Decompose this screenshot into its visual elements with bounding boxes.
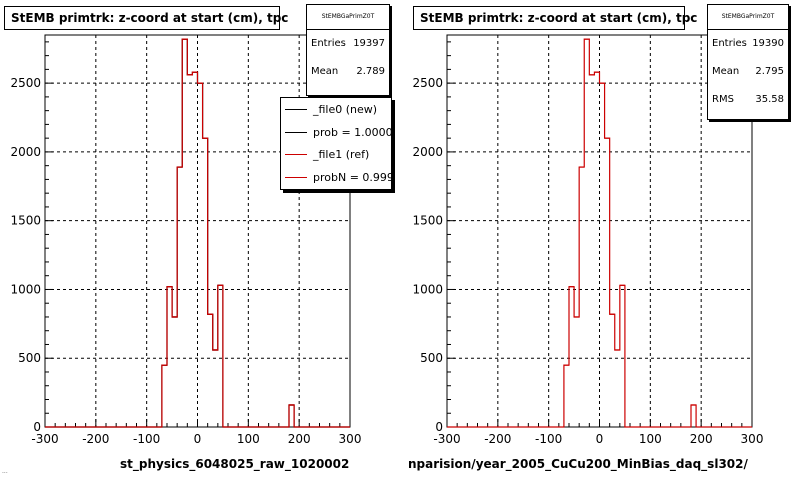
stats-row-entries: Entries 19390 xyxy=(708,30,788,58)
x-tick-label: 100 xyxy=(237,432,260,446)
stats-label: Mean xyxy=(712,66,740,77)
x-tick-label: 100 xyxy=(639,432,662,446)
stats-value: 35.58 xyxy=(755,94,784,105)
legend-line-swatch xyxy=(285,154,307,156)
x-tick-label: 200 xyxy=(690,432,713,446)
stats-name: StEMBGaPrimZ0T xyxy=(708,5,788,30)
file-label-right: nparision/year_2005_CuCu200_MinBias_daq_… xyxy=(408,457,748,471)
stats-name: StEMBGaPrimZ0T xyxy=(307,5,389,30)
y-tick-label: 1000 xyxy=(10,282,41,296)
legend-left: _file0 (new) prob = 1.000000 _file1 (ref… xyxy=(280,97,392,190)
legend-entry: probN = 0.999595 xyxy=(281,166,391,189)
file-label-left: st_physics_6048025_raw_1020002 xyxy=(120,457,350,471)
stats-value: 19390 xyxy=(752,38,784,49)
legend-label: prob = 1.000000 xyxy=(313,125,392,139)
plot-frame xyxy=(44,34,351,428)
chart-title-left: StEMB primtrk: z-coord at start (cm), tp… xyxy=(4,6,288,30)
x-tick-label: -100 xyxy=(535,432,562,446)
x-tick-label: 200 xyxy=(288,432,311,446)
stats-row-mean: Mean 2.789 xyxy=(307,58,389,86)
x-tick-label: -200 xyxy=(484,432,511,446)
x-tick-label: 0 xyxy=(194,432,202,446)
y-tick-label: 2500 xyxy=(412,76,443,90)
legend-label: _file0 (new) xyxy=(313,102,378,116)
x-tick-label: 300 xyxy=(741,432,764,446)
stats-label: Mean xyxy=(311,66,339,77)
histogram-series xyxy=(447,38,752,428)
x-tick-label: 0 xyxy=(596,432,604,446)
stats-label: Entries xyxy=(712,38,747,49)
x-tick-label: -100 xyxy=(133,432,160,446)
legend-line-swatch xyxy=(285,108,307,110)
x-tick-label: 300 xyxy=(339,432,362,446)
legend-line-swatch xyxy=(285,177,307,179)
y-tick-label: 500 xyxy=(420,351,443,365)
legend-entry: _file1 (ref) xyxy=(281,144,391,167)
x-tick-label: -300 xyxy=(433,432,460,446)
footnote: ... xyxy=(2,468,8,475)
y-tick-label: 2000 xyxy=(412,145,443,159)
legend-label: probN = 0.999595 xyxy=(313,171,391,185)
x-tick-label: -300 xyxy=(31,432,58,446)
y-tick-label: 2500 xyxy=(10,76,41,90)
stats-box-left: StEMBGaPrimZ0T Entries 19397 Mean 2.789 xyxy=(306,4,390,96)
legend-label: _file1 (ref) xyxy=(313,148,370,162)
stats-value: 2.795 xyxy=(755,66,784,77)
y-tick-label: 0 xyxy=(435,420,443,434)
histogram-series xyxy=(45,38,350,428)
stats-row-rms: RMS 35.58 xyxy=(708,86,788,114)
legend-line-swatch xyxy=(285,131,307,133)
y-tick-label: 1000 xyxy=(412,282,443,296)
stats-value: 19397 xyxy=(353,38,385,49)
legend-entry: _file0 (new) xyxy=(281,98,391,121)
y-tick-label: 1500 xyxy=(412,214,443,228)
stats-label: RMS xyxy=(712,94,734,105)
legend-entry: prob = 1.000000 xyxy=(281,121,391,144)
stats-box-right: StEMBGaPrimZ0T Entries 19390 Mean 2.795 … xyxy=(707,4,789,120)
chart-title-right: StEMB primtrk: z-coord at start (cm), tp… xyxy=(413,6,697,30)
y-tick-label: 500 xyxy=(18,351,41,365)
stats-label: Entries xyxy=(311,38,346,49)
stats-value: 2.789 xyxy=(356,66,385,77)
stats-row-mean: Mean 2.795 xyxy=(708,58,788,86)
y-tick-label: 2000 xyxy=(10,145,41,159)
y-tick-label: 0 xyxy=(33,420,41,434)
stats-row-entries: Entries 19397 xyxy=(307,30,389,58)
y-tick-label: 1500 xyxy=(10,214,41,228)
x-tick-label: -200 xyxy=(82,432,109,446)
